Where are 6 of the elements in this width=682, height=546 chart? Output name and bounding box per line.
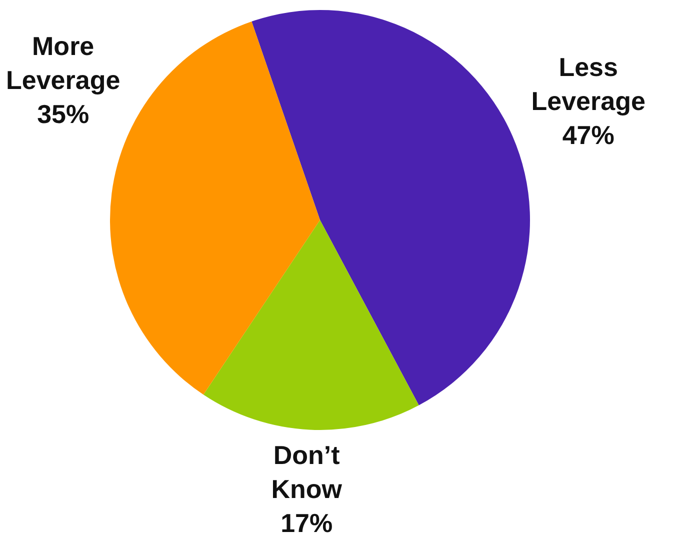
- slice-label: More Leverage: [6, 30, 120, 95]
- data-label: 47%: [562, 120, 614, 150]
- slice-label: Don’t Know: [271, 440, 343, 504]
- data-label: 17%: [280, 508, 333, 538]
- data-label: 35%: [37, 98, 90, 129]
- slice-label: Less Leverage: [531, 52, 646, 116]
